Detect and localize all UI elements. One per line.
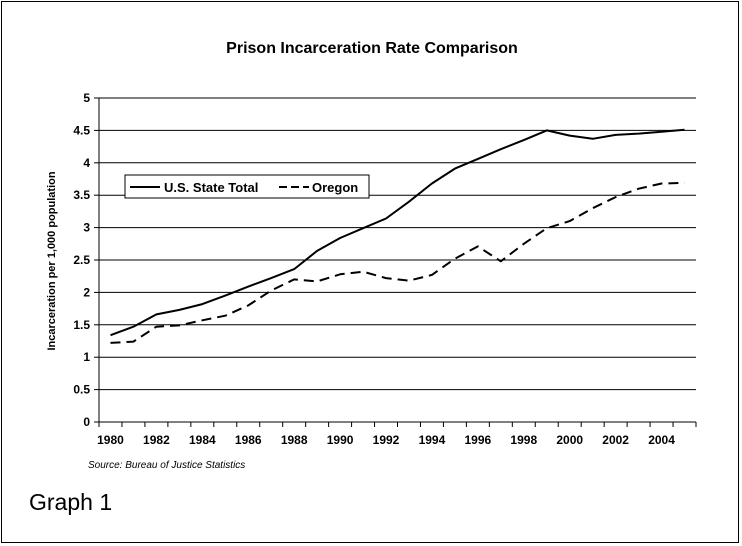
y-tick-label: 1	[83, 350, 90, 364]
x-tick-label: 2004	[648, 433, 675, 447]
y-tick-label: 3.5	[73, 188, 90, 202]
series-line-u-s-state-total	[110, 128, 685, 337]
y-tick-label: 1.5	[73, 318, 90, 332]
x-tick-labels: 1980 1982 1984 1986 1988 1990 1992 1994 1996 1998…	[97, 433, 675, 447]
x-tick-label: 1996	[465, 433, 492, 447]
legend-label-oregon: Oregon	[312, 180, 358, 195]
legend-label-us-state-total: U.S. State Total	[164, 180, 258, 195]
x-tick-label: 1990	[327, 433, 354, 447]
y-tick-label: 0	[83, 415, 90, 429]
y-tick-label: 4.5	[73, 123, 90, 137]
series-lines	[110, 128, 685, 344]
x-tick-label: 2000	[556, 433, 583, 447]
x-tick-label: 1984	[189, 433, 216, 447]
x-tick-label: 1986	[235, 433, 262, 447]
legend: U.S. State Total Oregon	[124, 174, 370, 199]
x-tick-label: 1982	[143, 433, 170, 447]
graph-caption: Graph 1	[29, 489, 113, 515]
y-tick-labels: 0 0.5 1 1.5 2 2.5 3 3.5 4 4.5 5	[73, 91, 90, 429]
gridlines	[99, 97, 696, 391]
x-tick-label: 1980	[97, 433, 124, 447]
y-tick-label: 4	[83, 156, 90, 170]
x-tick-label: 1988	[281, 433, 308, 447]
axes	[94, 97, 697, 427]
x-tick-label: 1994	[419, 433, 446, 447]
y-tick-label: 0.5	[73, 383, 90, 397]
series-line-oregon	[110, 181, 685, 344]
y-tick-label: 3	[83, 221, 90, 235]
source-note: Source: Bureau of Justice Statistics	[88, 460, 245, 471]
legend-box	[124, 174, 370, 199]
x-tick-label: 1998	[510, 433, 537, 447]
y-tick-label: 2.5	[73, 253, 90, 267]
x-tick-label: 2002	[602, 433, 629, 447]
y-axis-label: Incarceration per 1,000 population	[46, 171, 58, 350]
y-tick-label: 5	[83, 91, 90, 105]
chart-title: Prison Incarceration Rate Comparison	[226, 40, 518, 57]
x-tick-label: 1992	[373, 433, 400, 447]
y-tick-label: 2	[83, 285, 90, 299]
